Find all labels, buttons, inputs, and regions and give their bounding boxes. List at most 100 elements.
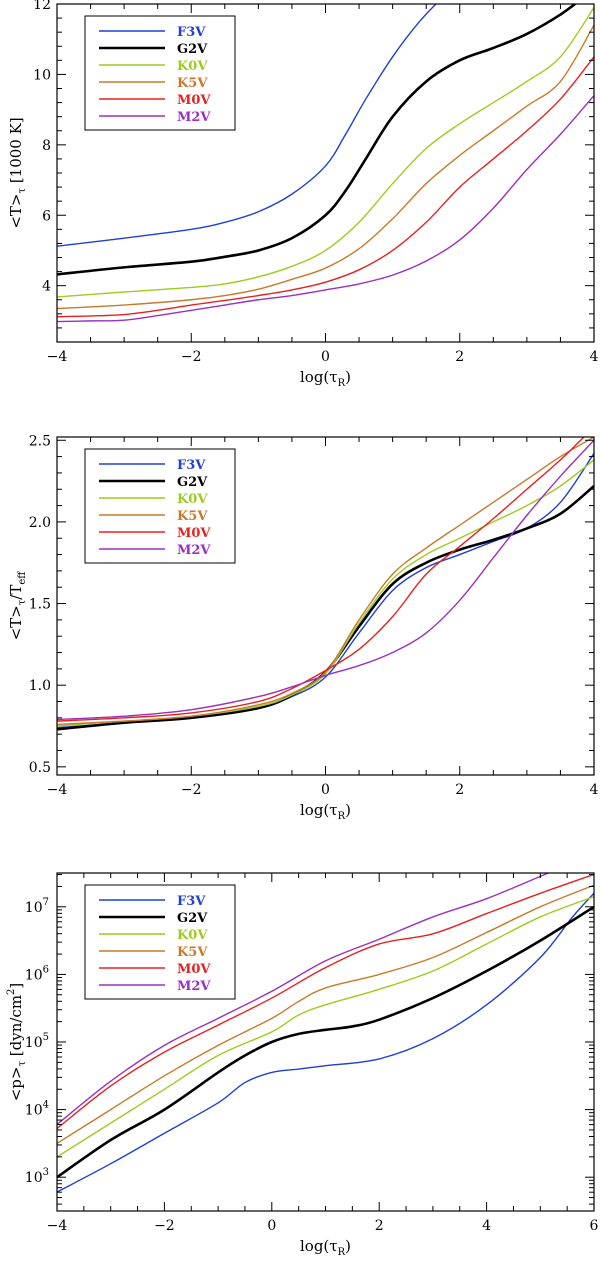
x-axis-label-close: ) [345, 368, 351, 386]
y-axis-label-sub: τ [17, 1061, 28, 1067]
y-axis-label-main: <T> [7, 605, 25, 640]
x-tick-label: 2 [455, 349, 464, 365]
x-tick-label: 4 [482, 1218, 491, 1234]
y-tick-label: 105 [25, 1032, 49, 1051]
x-axis-label-main: log(τ [300, 368, 338, 386]
y-tick-label: 104 [25, 1100, 49, 1119]
series-line-k0v [57, 7, 594, 298]
y-tick-label: 2.5 [29, 433, 51, 449]
y-tick-label: 1.5 [29, 597, 51, 613]
y-tick-label: 12 [33, 0, 51, 13]
series-line-m2v [57, 873, 551, 1126]
x-axis-label-sub: R [338, 811, 346, 822]
legend-label-m2v: M2V [177, 110, 211, 125]
x-tick-label: 0 [267, 1218, 276, 1234]
legend-box [84, 884, 236, 1000]
legend-label-k0v: K0V [177, 928, 208, 943]
legend-label-f3v: F3V [177, 458, 206, 473]
legend-label-f3v: F3V [177, 25, 206, 40]
x-tick-label: −4 [47, 349, 68, 365]
legend-label-k5v: K5V [177, 945, 208, 960]
legend-box [84, 448, 236, 564]
x-tick-label: −2 [181, 349, 202, 365]
y-tick-label: 4 [42, 279, 51, 295]
series-line-m0v [57, 56, 594, 318]
y-tick-base: 10 [25, 1170, 43, 1186]
y-axis-label-rest: [1000 K] [7, 117, 25, 188]
legend-label-g2v: G2V [177, 475, 208, 490]
legend-label-g2v: G2V [177, 911, 208, 926]
y-axis-label-sub: τ [17, 599, 28, 605]
legend-label-m0v: M0V [177, 93, 211, 108]
x-axis-label-sub: R [338, 1247, 346, 1258]
x-axis-label-sub: R [338, 378, 346, 389]
series-line-g2v [57, 905, 594, 1179]
y-axis-label-rest: [dyn/cm [7, 995, 25, 1061]
series-line-f3v [57, 892, 594, 1193]
x-tick-label: −2 [154, 1218, 175, 1234]
x-tick-label: −2 [181, 782, 202, 798]
x-tick-label: 0 [321, 349, 330, 365]
chart-panel-2: −4 −2 0 2 4 0.5 1.0 1.5 2.0 2.5 log(τR) <T>τ/Teff F3… [7, 433, 599, 822]
y-axis-label-main: <T> [7, 194, 25, 229]
y-tick-label: 2.0 [29, 515, 51, 531]
legend-label-g2v: G2V [177, 42, 208, 57]
y-axis-label-end: ] [7, 983, 25, 989]
x-tick-label: 4 [590, 782, 599, 798]
legend-label-k5v: K5V [177, 76, 208, 91]
legend-label-m2v: M2V [177, 543, 211, 558]
series-line-m0v [57, 437, 585, 722]
x-axis-label-close: ) [345, 1237, 351, 1255]
series-group [57, 873, 594, 1193]
y-tick-exponent: 5 [43, 1032, 49, 1043]
y-tick-label: 8 [42, 138, 51, 154]
x-tick-label: −4 [47, 1218, 68, 1234]
y-tick-base: 10 [25, 900, 43, 916]
x-axis-label: log(τR) [300, 801, 351, 822]
x-tick-label: 2 [375, 1218, 384, 1234]
y-tick-exponent: 3 [43, 1167, 49, 1178]
legend-label-k0v: K0V [177, 492, 208, 507]
x-tick-label: 6 [590, 1218, 599, 1234]
x-axis-label: log(τR) [300, 1237, 351, 1258]
y-axis-label: <p>τ [dyn/cm2] [6, 983, 28, 1102]
series-line-m0v [57, 873, 594, 1130]
y-axis-label-sub2: eff [17, 571, 28, 585]
y-axis-label-sub: τ [17, 188, 28, 194]
series-line-k5v [57, 24, 594, 310]
y-tick-exponent: 4 [43, 1100, 49, 1111]
legend-label-m2v: M2V [177, 979, 211, 994]
y-tick-label: 107 [25, 897, 49, 916]
x-axis-label-main: log(τ [300, 801, 338, 819]
series-line-m2v [57, 95, 594, 323]
y-tick-label: 10 [33, 67, 51, 83]
y-tick-label: 6 [42, 208, 51, 224]
x-tick-label: 0 [321, 782, 330, 798]
y-axis-label-rest: /T [7, 585, 25, 600]
y-tick-label: 106 [25, 964, 49, 983]
legend-box [84, 15, 236, 131]
y-axis-label: <T>τ/Teff [7, 571, 28, 641]
legend-label-f3v: F3V [177, 894, 206, 909]
legend: F3V G2V K0V K5V M0V M2V [84, 15, 236, 131]
legend-label-k5v: K5V [177, 509, 208, 524]
series-line-k0v [57, 896, 594, 1158]
series-group [57, 437, 594, 731]
legend-label-m0v: M0V [177, 962, 211, 977]
legend: F3V G2V K0V K5V M0V M2V [84, 448, 236, 564]
legend-label-k0v: K0V [177, 59, 208, 74]
series-group [57, 4, 594, 323]
x-tick-label: 4 [590, 349, 599, 365]
series-line-k5v [57, 884, 594, 1144]
series-line-m2v [57, 439, 594, 721]
x-axis-label-main: log(τ [300, 1237, 338, 1255]
x-tick-label: −4 [47, 782, 68, 798]
x-tick-label: 2 [455, 782, 464, 798]
y-axis-label-sup: 2 [6, 989, 17, 995]
series-line-f3v [57, 4, 437, 247]
x-axis-label: log(τR) [300, 368, 351, 389]
y-tick-label: 103 [25, 1167, 49, 1186]
y-tick-base: 10 [25, 1035, 43, 1051]
legend-label-m0v: M0V [177, 526, 211, 541]
